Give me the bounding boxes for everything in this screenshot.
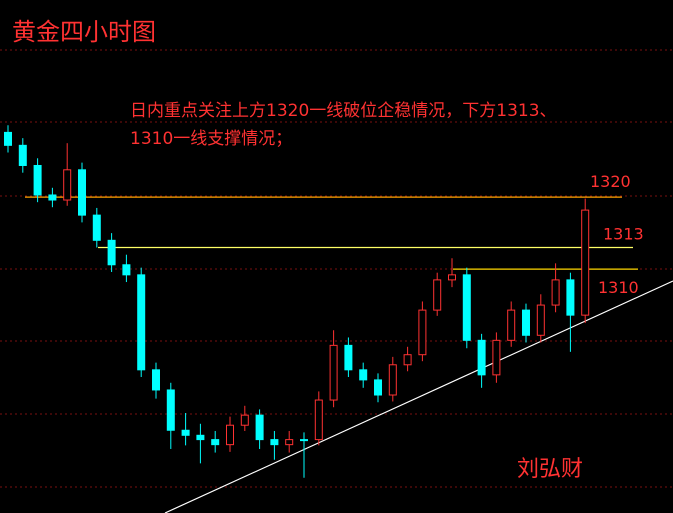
- candle-body: [255, 414, 264, 441]
- candle-body: [18, 144, 27, 166]
- candle-body: [92, 214, 101, 241]
- candle-body: [581, 209, 590, 316]
- candle-body: [63, 169, 72, 201]
- candle-body: [418, 309, 427, 356]
- candle-body: [33, 164, 42, 196]
- candle-body: [166, 389, 175, 431]
- candle-body: [344, 344, 353, 371]
- candle-body: [329, 344, 338, 401]
- candle-body: [4, 131, 12, 146]
- candle-body: [152, 369, 160, 391]
- candle-body: [566, 279, 575, 316]
- candle-body: [300, 439, 308, 442]
- author: 刘弘财: [517, 457, 583, 482]
- candle-body: [477, 339, 486, 376]
- candle-body: [285, 439, 294, 446]
- candle-body: [492, 339, 501, 376]
- candle-body: [462, 274, 471, 341]
- candle-body: [433, 279, 442, 311]
- candle-body: [270, 439, 279, 446]
- level-label: 1310: [598, 278, 639, 297]
- candle-body: [211, 439, 220, 446]
- candle-body: [448, 274, 456, 281]
- candle-body: [48, 194, 57, 201]
- candle-body: [536, 304, 545, 336]
- level-label: 1313: [603, 225, 644, 244]
- candle-body: [359, 369, 368, 381]
- candle-body: [122, 264, 131, 276]
- candle-body: [388, 364, 397, 396]
- candle-body: [522, 309, 530, 336]
- candle-body: [181, 429, 190, 436]
- chart-title: 黄金四小时图: [12, 18, 156, 46]
- trend-line: [164, 280, 673, 513]
- candle-body: [107, 239, 116, 266]
- candle-body: [226, 424, 234, 446]
- annotation: 1310一线支撑情况；: [130, 129, 292, 149]
- annotation: 日内重点关注上方1320一线破位企稳情况，下方1313、: [130, 101, 557, 121]
- candle-body: [403, 354, 412, 366]
- candle-body: [137, 274, 146, 371]
- candle-body: [314, 399, 323, 441]
- candle-body: [240, 414, 249, 426]
- candle-body: [374, 379, 382, 396]
- candle-body: [507, 309, 516, 341]
- level-label: 1320: [590, 172, 631, 191]
- candle-body: [196, 434, 205, 441]
- candle-body: [78, 169, 86, 216]
- candle-body: [551, 279, 560, 306]
